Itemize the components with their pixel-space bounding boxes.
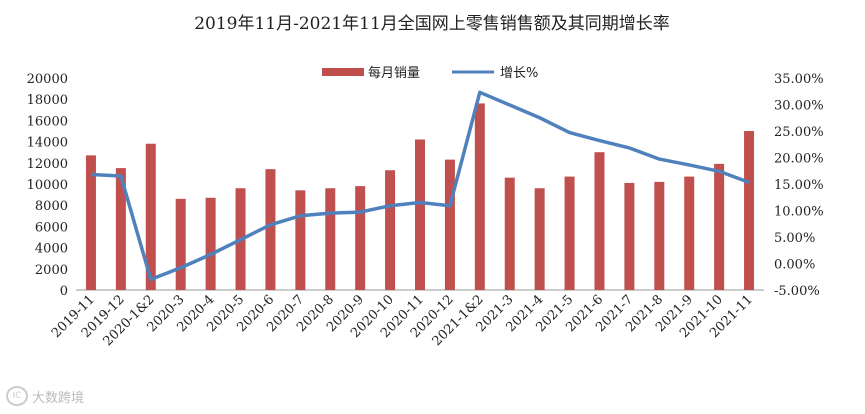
watermark-logo: IC [6, 386, 28, 406]
bar [624, 182, 635, 290]
bar [355, 186, 366, 290]
y-left-tick-label: 14000 [27, 136, 68, 151]
watermark-text: 大数跨境 [32, 390, 85, 406]
bar [714, 163, 725, 290]
y-left-tick-label: 0 [60, 284, 68, 299]
y-right-tick-label: -5.00% [774, 284, 820, 299]
y-left-tick-label: 8000 [35, 199, 68, 214]
y-right-tick-label: 20.00% [774, 152, 824, 167]
bar [564, 176, 575, 290]
y-left-tick-label: 6000 [35, 220, 68, 235]
bar [504, 177, 515, 290]
y-right-tick-label: 10.00% [774, 205, 824, 220]
plot-area: 0 2000 4000 6000 8000 10000 12000 14000 16000 180… [27, 72, 824, 349]
legend-line-label: 增长% [500, 66, 538, 81]
bar [85, 155, 96, 290]
legend-bar-swatch [322, 68, 364, 76]
y-right-tick-label: 25.00% [774, 125, 824, 140]
bar [444, 159, 455, 290]
y-right-tick-label: 15.00% [774, 178, 824, 193]
bar [415, 139, 425, 290]
y-left-tick-label: 12000 [27, 157, 68, 172]
bar [474, 103, 485, 290]
y-left-tick-label: 20000 [27, 72, 68, 87]
watermark: IC 大数跨境 [6, 386, 84, 406]
bar [295, 190, 306, 290]
bar [115, 168, 126, 290]
bar [654, 181, 665, 290]
legend-bar-label: 每月销量 [368, 65, 420, 81]
bar [385, 170, 396, 290]
bar [684, 176, 695, 290]
bar [325, 188, 336, 290]
bar [175, 198, 186, 290]
y-left-tick-label: 16000 [27, 114, 68, 129]
y-left-tick-label: 2000 [35, 263, 68, 278]
y-left-tick-label: 10000 [27, 178, 68, 193]
legend: 每月销量 增长% [322, 65, 538, 81]
bar [265, 169, 276, 290]
bar [744, 131, 755, 290]
y-right-tick-label: 30.00% [774, 99, 824, 114]
chart-title: 2019年11月-2021年11月全国网上零售销售额及其同期增长率 [194, 14, 670, 34]
bar [534, 188, 545, 290]
bar [145, 143, 156, 290]
y-right-tick-label: 35.00% [774, 72, 824, 87]
y-right-tick-label: 0.00% [774, 258, 815, 273]
y-left-tick-label: 4000 [35, 242, 68, 257]
y-left-tick-label: 18000 [27, 93, 68, 108]
growth-line [90, 90, 750, 282]
y-right-tick-label: 5.00% [774, 231, 815, 246]
bar [594, 152, 605, 290]
bar [205, 197, 216, 290]
